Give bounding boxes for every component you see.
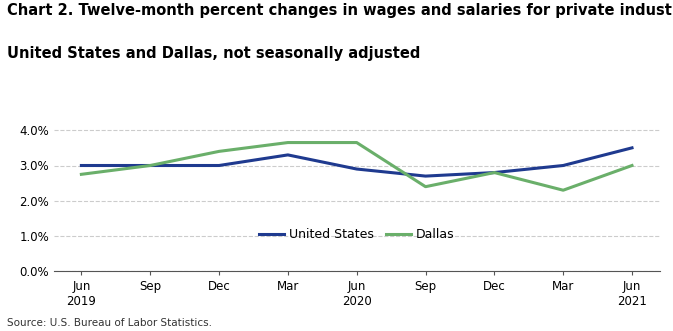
Dallas: [628, 164, 636, 167]
Dallas: [146, 164, 154, 167]
Dallas: [284, 141, 292, 145]
United States: [146, 164, 154, 167]
Legend: United States, Dallas: United States, Dallas: [254, 223, 460, 246]
United States: [559, 164, 567, 167]
Dallas: [215, 149, 223, 153]
Dallas: [77, 172, 85, 176]
United States: [77, 164, 85, 167]
Dallas: [559, 188, 567, 192]
Text: United States and Dallas, not seasonally adjusted: United States and Dallas, not seasonally…: [7, 46, 420, 61]
Dallas: [353, 141, 361, 145]
United States: [421, 174, 429, 178]
Dallas: [421, 185, 429, 189]
United States: [628, 146, 636, 150]
United States: [284, 153, 292, 157]
United States: [353, 167, 361, 171]
Line: United States: United States: [81, 148, 632, 176]
Dallas: [491, 170, 499, 174]
United States: [215, 164, 223, 167]
Text: Chart 2. Twelve-month percent changes in wages and salaries for private industry: Chart 2. Twelve-month percent changes in…: [7, 3, 673, 18]
United States: [491, 170, 499, 174]
Line: Dallas: Dallas: [81, 143, 632, 190]
Text: Source: U.S. Bureau of Labor Statistics.: Source: U.S. Bureau of Labor Statistics.: [7, 318, 212, 328]
